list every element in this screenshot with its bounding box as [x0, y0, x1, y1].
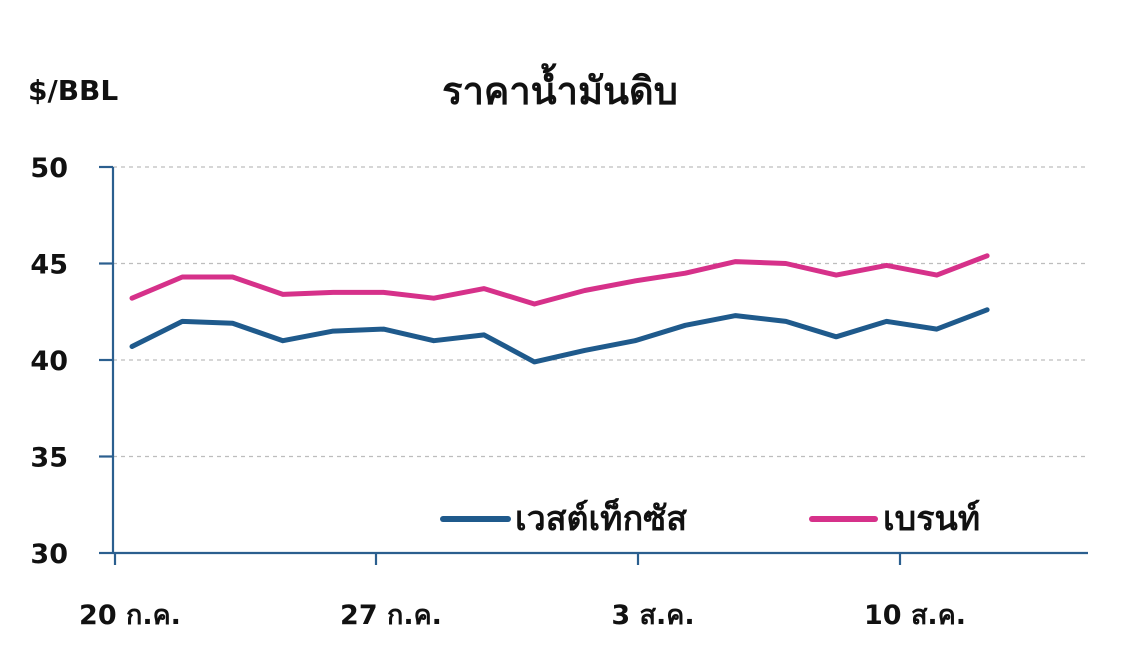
y-tick-label: 45 — [30, 250, 68, 281]
x-tick-label: 20 ก.ค. — [79, 600, 181, 631]
x-tick-label: 27 ก.ค. — [340, 600, 442, 631]
y-tick-label: 30 — [30, 539, 68, 570]
series-line-brent — [129, 253, 990, 307]
x-tick-label: 3 ส.ค. — [611, 600, 694, 631]
series-line-wti — [129, 307, 990, 365]
legend: เวสต์เท็กซัส เบรนท์ — [440, 497, 980, 539]
y-tick-label: 50 — [30, 153, 68, 184]
legend-label: เบรนท์ — [883, 499, 980, 539]
y-tick-label: 40 — [30, 346, 68, 377]
series-lines — [129, 253, 990, 365]
axes: 50 45 40 35 30 20 ก.ค. 27 ก.ค. 3 ส.ค. 10 ส.ค. — [30, 153, 1088, 631]
y-axis-unit-label: $/BBL — [28, 74, 118, 107]
y-tick-label: 35 — [30, 443, 68, 474]
x-tick-label: 10 ส.ค. — [864, 600, 966, 631]
legend-label: เวสต์เท็กซัส — [515, 497, 687, 539]
chart-title: ราคาน้ำมันดิบ — [442, 63, 678, 113]
gridlines — [113, 166, 1088, 458]
